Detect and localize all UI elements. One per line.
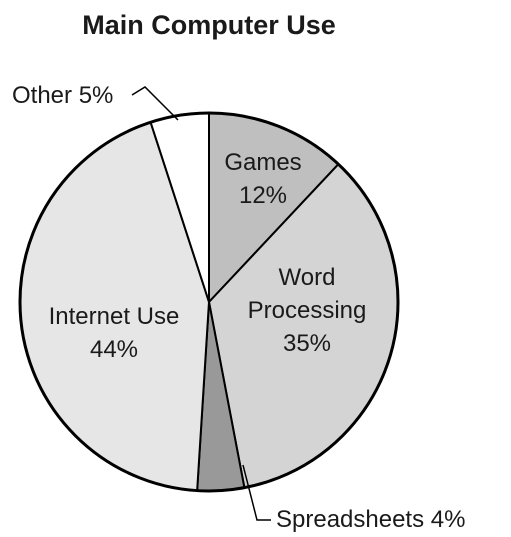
leader-lines (131, 86, 271, 521)
chart-title: Main Computer Use (82, 10, 336, 40)
pie-outline (18, 111, 400, 493)
leader-line-other (131, 86, 179, 121)
slice-label-word-processing: Word (279, 264, 336, 291)
slice-labels: Games 12% Word Processing 35% Spreadsheets 4%… (12, 82, 465, 533)
slice-label-spreadsheets: Spreadsheets 4% (276, 506, 465, 533)
slice-label-games: Games (224, 149, 301, 176)
slice-label-other: Other 5% (12, 82, 113, 109)
slice-value-games: 12% (239, 182, 287, 209)
slice-value-word-processing: 35% (283, 330, 331, 357)
slice-label-internet-use: Internet Use (49, 303, 180, 330)
slice-label-word-processing: Processing (248, 297, 367, 324)
slice-value-internet-use: 44% (90, 336, 138, 363)
leader-line-spreadsheets (242, 464, 271, 521)
